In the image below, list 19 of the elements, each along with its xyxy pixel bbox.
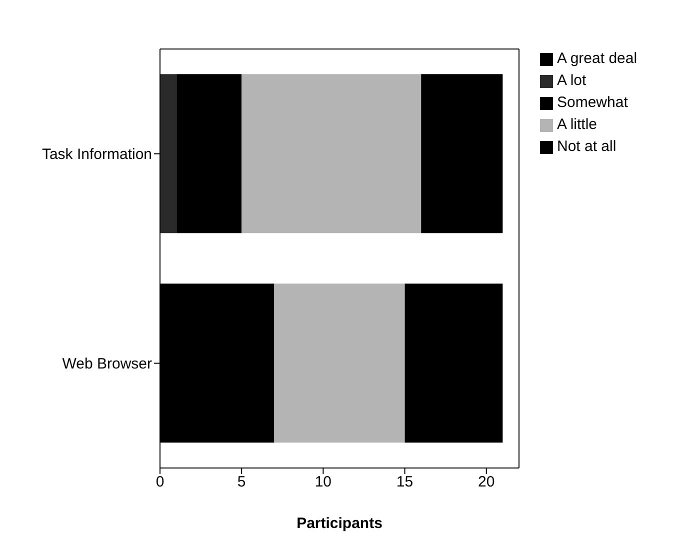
legend-label: A lot	[557, 72, 586, 89]
y-tick-label: Task Information	[42, 146, 152, 164]
y-tick-label: Web Browser	[62, 356, 152, 373]
bar	[404, 284, 503, 443]
bar	[176, 74, 242, 234]
legend-label: A little	[557, 116, 598, 133]
x-tick-label: 15	[396, 474, 414, 491]
legend-label: Not at all	[557, 138, 616, 155]
bar	[242, 74, 422, 234]
x-tick-label: 0	[156, 474, 164, 491]
legend-label: Somewhat	[557, 94, 628, 111]
x-tick-label: 10	[314, 474, 332, 491]
bar	[160, 74, 176, 234]
x-tick-label: 20	[478, 474, 495, 491]
x-tick-label: 5	[237, 474, 246, 491]
legend-label: A great deal	[557, 50, 638, 67]
bar	[274, 284, 405, 443]
bar	[421, 74, 503, 234]
x-axis-title: Participants	[296, 515, 382, 532]
